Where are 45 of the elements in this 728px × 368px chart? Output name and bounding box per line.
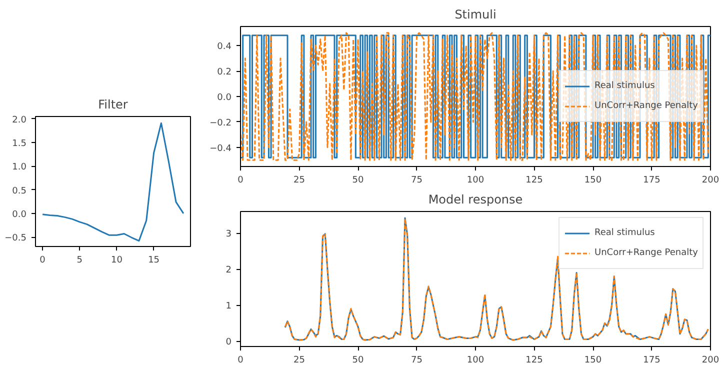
x-tick-label: 5 [76,256,82,266]
y-tick-label: 0.5 [12,186,27,196]
x-tick-label: 200 [702,176,720,186]
x-tick-label: 25 [294,356,305,366]
x-tick-label: 25 [294,176,305,186]
y-tick-label: −0.5 [4,234,27,244]
y-tick-label: 0.2 [217,68,232,78]
y-tick-label: 0.4 [217,42,232,52]
legend-label: Real stimulus [594,227,655,239]
x-tick-label: 75 [411,176,422,186]
y-tick-label: 1.5 [12,139,27,149]
x-tick-label: 0 [238,356,244,366]
legend-label: UnCorr+Range Penalty [594,100,698,112]
x-tick-label: 175 [643,356,660,366]
legend-label: Real stimulus [594,80,655,92]
y-tick-label: 2 [226,266,232,276]
x-tick-label: 150 [584,356,602,366]
y-tick-label: −0.2 [210,118,232,128]
x-tick-label: 200 [702,356,720,366]
x-tick-label: 75 [411,356,422,366]
x-tick-label: 10 [110,256,123,266]
x-tick-label: 0 [40,256,46,266]
line-series [42,122,184,242]
y-tick-label: 1 [226,302,232,312]
y-tick-label: −0.4 [210,144,232,154]
y-tick-label: 1.0 [12,162,27,173]
y-tick-label: 0.0 [217,93,232,103]
x-tick-label: 100 [466,356,484,366]
x-tick-label: 50 [352,356,364,366]
chart-title: Filter [98,98,128,112]
x-tick-label: 150 [584,176,602,186]
chart-title: Model response [428,192,523,206]
legend-label: UnCorr+Range Penalty [594,247,698,259]
y-tick-label: 0 [226,338,232,348]
x-tick-label: 175 [643,176,660,186]
x-tick-label: 100 [466,176,484,186]
y-tick-label: 0.0 [12,210,27,220]
x-tick-label: 50 [352,176,364,186]
x-tick-label: 125 [526,176,543,186]
x-tick-label: 15 [148,256,160,266]
y-tick-label: 3 [226,230,232,240]
y-tick-label: 2.0 [12,115,27,126]
x-tick-label: 0 [238,176,244,186]
x-tick-label: 125 [526,356,543,366]
chart-title: Stimuli [454,8,496,22]
